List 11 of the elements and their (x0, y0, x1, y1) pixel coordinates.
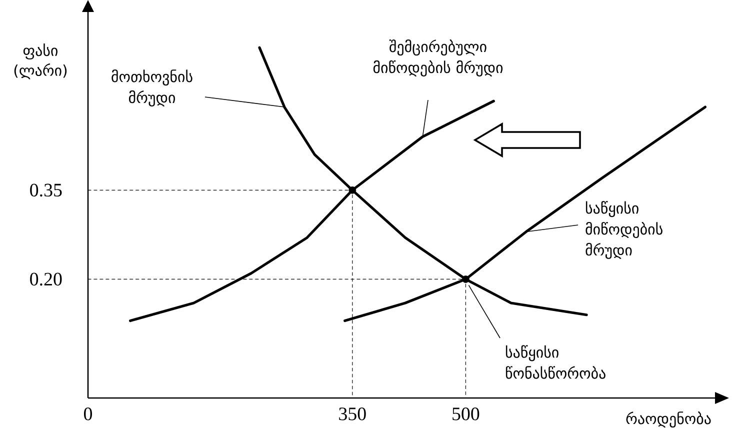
x-tick-label: 350 (339, 408, 366, 420)
y-tick-label: 0.20 (30, 272, 62, 286)
x-tick-label: 500 (452, 408, 480, 420)
y-axis-title: ფასი (ლარი) (14, 44, 67, 80)
x-tick-label: 0 (84, 408, 92, 420)
annotation: საწყისი წონასწორობა (506, 345, 606, 379)
legend-label: საწყისი მიწოდების მრუდი (586, 201, 662, 259)
text: მოთხოვნის მრუდი (112, 70, 192, 106)
x-axis-title: რაოდენობა (626, 412, 711, 428)
series-label: შემცირებული მიწოდების მრუდი (373, 40, 503, 76)
y-tick-label: 0.35 (30, 184, 62, 197)
